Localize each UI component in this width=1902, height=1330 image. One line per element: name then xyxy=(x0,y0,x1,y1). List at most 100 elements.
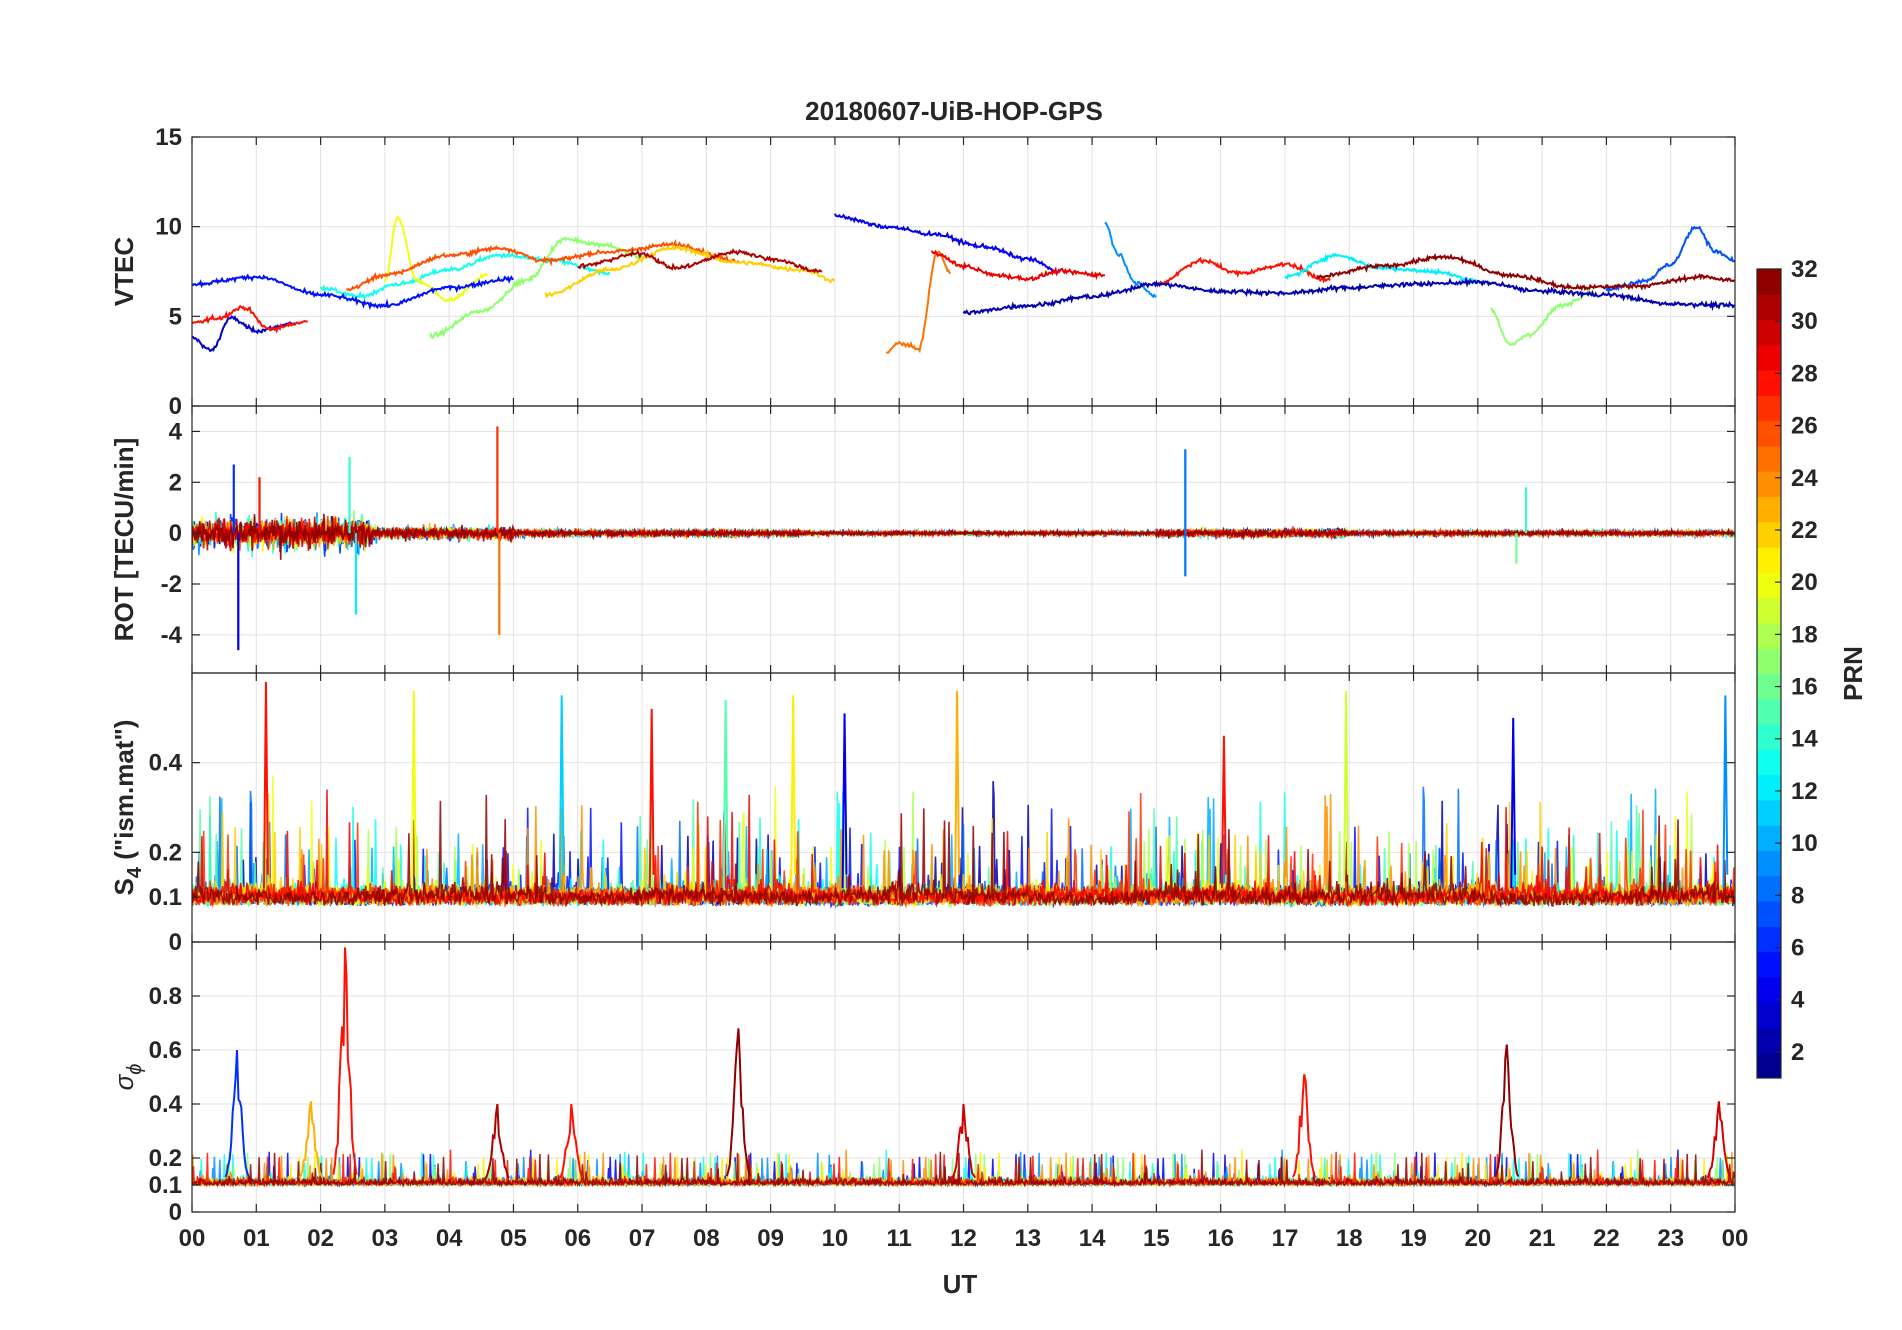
x-tick-label: 04 xyxy=(436,1225,463,1252)
colorbar-segment xyxy=(1757,294,1781,321)
colorbar-tick-label: 8 xyxy=(1791,882,1804,909)
y-tick-label: 0.8 xyxy=(149,983,182,1010)
x-tick-label: 07 xyxy=(629,1225,656,1252)
colorbar-segment xyxy=(1757,597,1781,624)
y-tick-label: 2 xyxy=(169,469,182,496)
sigma-peak xyxy=(1706,1101,1732,1179)
colorbar-tick-label: 30 xyxy=(1791,308,1818,335)
colorbar-tick-label: 6 xyxy=(1791,935,1804,962)
colorbar-segment xyxy=(1757,698,1781,725)
x-tick-label: 05 xyxy=(500,1225,527,1252)
colorbar-segment xyxy=(1757,445,1781,472)
colorbar-tick-label: 2 xyxy=(1791,1039,1804,1066)
colorbar-label: PRN xyxy=(1838,646,1868,701)
y-tick-label: 0 xyxy=(169,393,182,420)
panel-rot-plot xyxy=(192,426,1735,651)
colorbar-tick-label: 10 xyxy=(1791,830,1818,857)
ylabel-base: σ xyxy=(109,1073,139,1090)
s4-peak xyxy=(410,690,417,889)
data-layer xyxy=(192,213,1735,1188)
colorbar-segment xyxy=(1757,1002,1781,1028)
s4-series-prn-32 xyxy=(192,794,1735,909)
sigma-peak xyxy=(951,1103,976,1179)
x-tick-label: 08 xyxy=(693,1225,720,1252)
sigma-series-prn-32 xyxy=(192,1149,1735,1188)
s4-peak xyxy=(648,708,655,889)
y-tick-label: 0.2 xyxy=(149,1145,182,1172)
colorbar-segment xyxy=(1757,749,1781,776)
vtec-series-prn-17 xyxy=(429,236,643,339)
vtec-series-prn-12 xyxy=(1284,252,1479,284)
colorbar-segment xyxy=(1757,951,1781,978)
rot-series-prn-32 xyxy=(192,513,1735,560)
colorbar-tick-label: 14 xyxy=(1791,726,1818,753)
x-tick-label: 21 xyxy=(1529,1225,1556,1252)
x-tick-label: 17 xyxy=(1272,1225,1299,1252)
y-tick-label: 0.6 xyxy=(149,1037,182,1064)
vtec-series-prn-13 xyxy=(319,251,611,301)
colorbar-segment xyxy=(1757,344,1781,371)
x-tick-label: 22 xyxy=(1593,1225,1620,1252)
y-tick-label: 0.4 xyxy=(149,750,183,777)
panel-vtec-ylabel: VTEC xyxy=(109,237,139,307)
y-tick-label: 0 xyxy=(169,1199,182,1226)
vtec-series-prn-22 xyxy=(544,243,836,299)
colorbar-segment xyxy=(1757,395,1781,422)
colorbar-segment xyxy=(1757,1052,1781,1079)
panel-rot-ylabel: ROT [TECU/min] xyxy=(109,438,139,642)
x-tick-label: 16 xyxy=(1207,1225,1234,1252)
colorbar-segment xyxy=(1757,521,1781,548)
chart-title: 20180607-UiB-HOP-GPS xyxy=(805,96,1103,126)
colorbar-tick-label: 20 xyxy=(1791,569,1818,596)
vtec-series-prn-3 xyxy=(192,314,295,353)
panel-vtec-plot xyxy=(192,213,1735,354)
vtec-series-prn-31 xyxy=(577,248,823,274)
vtec-series-prn-25 xyxy=(885,250,951,354)
s4-peak xyxy=(263,681,269,889)
s4-peak xyxy=(790,695,797,889)
panel-s4-ylabel: S4 ("ism.mat") xyxy=(109,720,146,896)
colorbar-segment xyxy=(1757,1027,1781,1054)
vtec-series-prn-2 xyxy=(962,276,1735,316)
colorbar-segment xyxy=(1757,850,1781,877)
colorbar-segment xyxy=(1757,901,1781,927)
colorbar-segment xyxy=(1757,547,1781,573)
y-tick-label: 0.1 xyxy=(149,1172,182,1199)
y-tick-label: 0 xyxy=(169,520,182,547)
colorbar-segment xyxy=(1757,799,1781,826)
vtec-series-prn-9 xyxy=(1104,221,1157,299)
s4-peak xyxy=(1722,695,1729,889)
colorbar-segment xyxy=(1757,875,1781,902)
s4-peak xyxy=(954,690,960,889)
s4-peak xyxy=(1343,690,1349,889)
sigma-peak xyxy=(558,1103,584,1179)
vtec-series-prn-32 xyxy=(1316,252,1735,291)
ylabel-subscript: ϕ xyxy=(124,1064,146,1075)
x-tick-label: 10 xyxy=(822,1225,849,1252)
vtec-series-prn-28 xyxy=(192,304,308,334)
colorbar-tick-label: 28 xyxy=(1791,360,1818,387)
x-tick-label: 09 xyxy=(757,1225,784,1252)
colorbar-tick-label: 4 xyxy=(1791,987,1805,1014)
sigma-peak xyxy=(332,947,358,1175)
colorbar-tick-label: 22 xyxy=(1791,517,1818,544)
colorbar-segment xyxy=(1757,976,1781,1003)
vtec-series-prn-28 xyxy=(1155,256,1331,288)
panel-sigma_phi-plot xyxy=(192,947,1735,1188)
colorbar-segment xyxy=(1757,319,1781,346)
x-axis-label: UT xyxy=(943,1269,978,1299)
x-tick-label: 02 xyxy=(307,1225,334,1252)
y-tick-label: 4 xyxy=(169,418,183,445)
colorbar-segment xyxy=(1757,825,1781,851)
x-tick-label: 12 xyxy=(950,1225,977,1252)
x-tick-label: 03 xyxy=(372,1225,399,1252)
colorbar-tick-label: 26 xyxy=(1791,413,1818,440)
vtec-series-prn-4 xyxy=(834,213,1061,275)
x-tick-label: 23 xyxy=(1657,1225,1684,1252)
s4-peak xyxy=(1510,717,1517,889)
colorbar-segment xyxy=(1757,496,1781,523)
s4-peak xyxy=(1220,735,1227,889)
